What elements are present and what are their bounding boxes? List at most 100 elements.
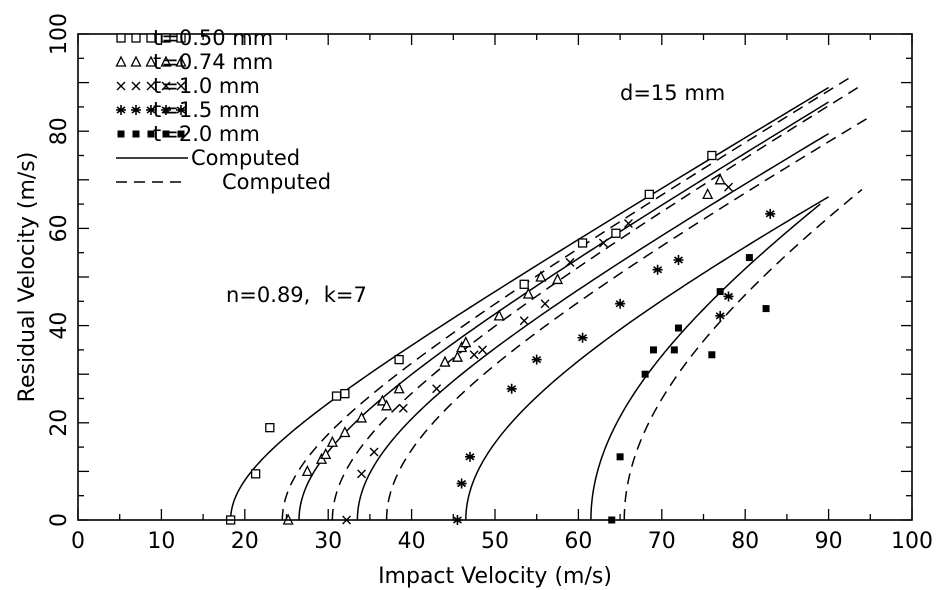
data-point xyxy=(765,208,776,219)
legend-label: Computed xyxy=(222,170,331,194)
data-point xyxy=(649,346,657,354)
computed-curve-dashed xyxy=(385,115,871,521)
data-point xyxy=(320,447,332,460)
y-tick-label: 0 xyxy=(47,513,72,527)
data-point xyxy=(439,355,451,367)
data-point xyxy=(565,257,575,267)
legend-marker xyxy=(131,81,141,91)
data-point xyxy=(376,394,388,406)
data-point xyxy=(531,354,542,365)
data-point xyxy=(716,288,724,296)
data-point xyxy=(715,310,726,321)
data-point xyxy=(577,238,588,248)
data-point xyxy=(641,370,649,378)
data-point xyxy=(616,453,624,461)
x-tick-label: 20 xyxy=(231,529,259,554)
computed-curve-solid xyxy=(298,101,829,521)
legend-marker xyxy=(177,130,185,138)
legend-label: t=0.74 mm xyxy=(153,50,273,74)
data-point xyxy=(652,264,663,275)
data-point xyxy=(393,382,405,394)
x-tick-label: 80 xyxy=(731,529,759,554)
legend-marker xyxy=(146,105,156,115)
y-tick-label: 60 xyxy=(47,214,72,242)
legend-marker xyxy=(116,81,126,91)
y-axis-label: Residual Velocity (m/s) xyxy=(15,152,40,403)
legend-marker xyxy=(146,81,156,91)
data-points xyxy=(225,150,776,525)
data-point xyxy=(611,228,621,238)
legend-marker xyxy=(116,105,126,115)
data-point xyxy=(707,150,717,161)
data-point xyxy=(670,346,678,354)
data-point xyxy=(762,305,770,313)
computed-curve-solid xyxy=(356,132,829,521)
data-point xyxy=(250,469,261,479)
y-tick-label: 40 xyxy=(47,312,72,340)
data-point xyxy=(708,351,716,359)
legend-marker xyxy=(147,130,155,138)
data-point xyxy=(623,219,633,229)
legend-marker xyxy=(161,81,171,91)
x-tick-label: 10 xyxy=(147,529,175,554)
data-point xyxy=(519,316,529,326)
data-point xyxy=(535,270,547,282)
data-point xyxy=(702,187,714,200)
data-point xyxy=(381,399,393,411)
x-tick-label: 40 xyxy=(398,529,426,554)
data-point xyxy=(577,332,588,343)
data-point xyxy=(369,447,379,457)
data-point xyxy=(745,254,753,262)
data-point xyxy=(301,464,313,477)
legend-marker xyxy=(162,130,170,138)
data-point xyxy=(673,254,684,265)
legend-marker xyxy=(130,55,142,67)
data-point xyxy=(519,279,529,289)
annotation-parameters: n=0.89, k=7 xyxy=(226,283,367,307)
legend-label: t=0.50 mm xyxy=(153,26,273,50)
legend-marker xyxy=(160,55,172,67)
legend-label: t=2.0 mm xyxy=(153,122,260,146)
data-point xyxy=(723,291,734,302)
legend-marker xyxy=(131,33,141,43)
legend-marker xyxy=(161,33,171,43)
data-point xyxy=(506,383,517,394)
data-point xyxy=(644,189,654,200)
legend-label: t=1.5 mm xyxy=(153,98,260,122)
legend-marker xyxy=(176,33,186,43)
legend-marker xyxy=(145,55,157,67)
data-point xyxy=(331,391,342,401)
data-point xyxy=(551,272,564,285)
y-tick-label: 20 xyxy=(47,409,72,437)
legend-marker xyxy=(117,130,125,138)
y-tick-label: 100 xyxy=(47,13,72,55)
computed-curve-dashed xyxy=(623,188,863,521)
data-point xyxy=(540,299,550,309)
data-point xyxy=(714,173,726,185)
computed-curve-dashed xyxy=(281,74,855,521)
x-axis-label: Impact Velocity (m/s) xyxy=(378,564,612,589)
legend-marker xyxy=(132,130,140,138)
data-point xyxy=(522,287,534,299)
y-tick-label: 80 xyxy=(47,117,72,145)
legend-label: t=1.0 mm xyxy=(153,74,260,98)
data-point xyxy=(456,478,467,489)
data-point xyxy=(460,336,472,348)
computed-curve-solid xyxy=(465,196,829,521)
data-point xyxy=(469,350,479,360)
x-tick-label: 100 xyxy=(891,529,933,554)
legend-marker xyxy=(131,105,141,115)
x-tick-label: 0 xyxy=(71,529,85,554)
legend-label: Computed xyxy=(191,146,300,170)
tick-labels: 0 10 20 30 40 50 60 70 80 90 100 0 20 40 60 80 100 xyxy=(47,13,933,554)
data-point xyxy=(477,345,487,355)
legend-marker xyxy=(176,81,186,91)
data-point xyxy=(493,309,505,321)
data-point xyxy=(615,298,626,309)
legend-marker xyxy=(176,105,186,115)
data-point xyxy=(356,411,368,423)
x-tick-label: 30 xyxy=(314,529,342,554)
data-point xyxy=(724,182,734,192)
annotation-diameter: d=15 mm xyxy=(620,81,725,105)
